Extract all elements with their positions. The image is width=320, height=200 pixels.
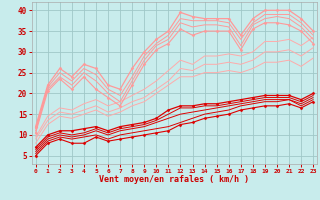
X-axis label: Vent moyen/en rafales ( km/h ): Vent moyen/en rafales ( km/h ) [100,175,249,184]
